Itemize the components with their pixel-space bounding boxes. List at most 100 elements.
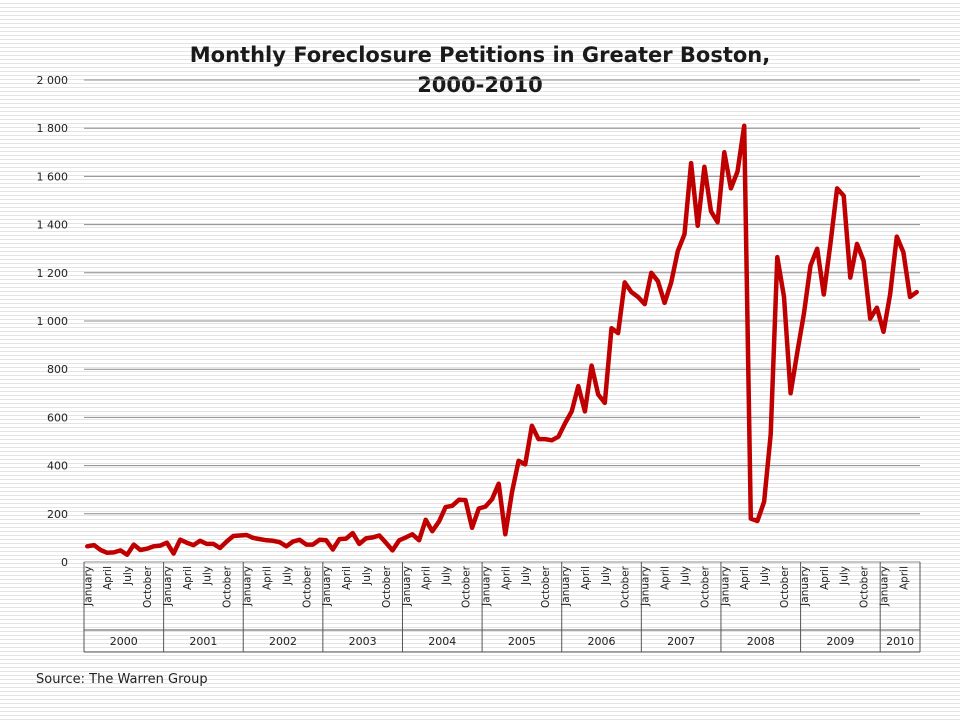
data-point [537,437,540,441]
data-point [643,302,647,306]
data-point [152,544,156,548]
data-point [464,498,467,502]
data-point [450,504,454,508]
year-label: 2007 [667,635,695,648]
data-point [656,279,660,283]
month-tick-label: January [401,566,413,607]
data-point [550,438,554,442]
data-point [862,259,866,263]
data-point [351,531,355,535]
data-point [490,497,494,501]
y-tick-label: 200 [47,508,68,521]
data-point [901,250,905,254]
data-point [298,538,302,542]
data-point [205,542,209,546]
data-point [304,543,308,547]
month-tick-label: July [281,566,293,586]
data-point [178,538,182,542]
month-tick-label: April [660,566,672,590]
data-point [92,543,96,547]
data-point [915,290,919,294]
month-tick-label: January [879,566,891,607]
month-tick-label: April [819,566,831,590]
data-point [835,186,839,190]
chart-title-line-1: Monthly Foreclosure Petitions in Greater… [190,43,770,67]
data-point [245,533,249,537]
month-tick-label: July [600,566,612,586]
data-point [85,544,89,548]
data-point [165,541,169,545]
data-point [590,364,594,368]
month-tick-label: October [699,565,711,608]
month-tick-label: October [540,565,552,608]
data-point [716,220,720,224]
data-point [218,546,222,550]
data-point [722,150,726,154]
data-point [344,537,348,541]
data-point [391,548,394,552]
month-tick-label: January [321,566,333,607]
data-point [596,393,600,396]
month-tick-label: January [719,566,731,607]
data-point [364,536,368,540]
month-tick-label: April [898,566,910,590]
month-tick-label: April [102,566,114,590]
data-point [497,482,501,486]
data-point [623,280,627,284]
data-point [888,293,892,296]
data-point [556,435,560,439]
month-tick-label: April [421,566,433,590]
data-point [397,538,401,542]
year-label: 2008 [747,635,775,648]
data-point [610,326,613,330]
month-tick-label: January [560,566,572,607]
data-point [828,242,832,246]
data-point [225,540,229,543]
y-tick-label: 400 [47,460,68,473]
data-point [477,507,481,510]
data-point [198,539,202,543]
data-point [895,235,899,239]
year-label: 2000 [110,635,138,648]
data-point [775,255,779,259]
month-tick-label: July [441,566,453,586]
data-point [802,312,806,316]
chart-title-line-2: 2000-2010 [417,73,543,97]
data-point [789,391,793,395]
month-tick-label: July [839,566,851,586]
month-tick-label: April [580,566,592,590]
year-label: 2009 [826,635,854,648]
data-point [145,547,149,551]
data-point [908,295,912,299]
data-point [749,517,753,521]
data-point [855,242,859,246]
month-tick-label: January [162,566,174,607]
data-point [530,424,534,428]
data-point [702,165,706,169]
year-label: 2006 [588,635,616,648]
month-tick-label: October [142,565,154,608]
month-tick-label: July [520,566,532,586]
y-tick-label: 1 800 [37,122,69,135]
month-tick-label: October [301,565,313,608]
data-point [583,409,587,413]
gridlines [84,79,920,563]
data-point [616,331,620,335]
month-tick-label: July [202,566,214,586]
data-point [868,317,872,321]
data-point [696,224,700,228]
data-point [689,161,693,165]
data-point [371,535,375,539]
data-point [729,186,733,190]
data-point [649,271,653,275]
month-tick-label: October [859,565,871,608]
data-point [231,534,235,538]
x-axis: 2000 2001 2002 2003 2004 2005 2006 2007 2008 2009… [82,562,921,653]
data-point [762,500,766,504]
data-point [636,295,640,299]
data-point [384,541,388,545]
data-point [192,543,195,547]
source-note: Source: The Warren Group [36,672,208,687]
data-point [271,539,275,543]
data-point [815,247,819,251]
